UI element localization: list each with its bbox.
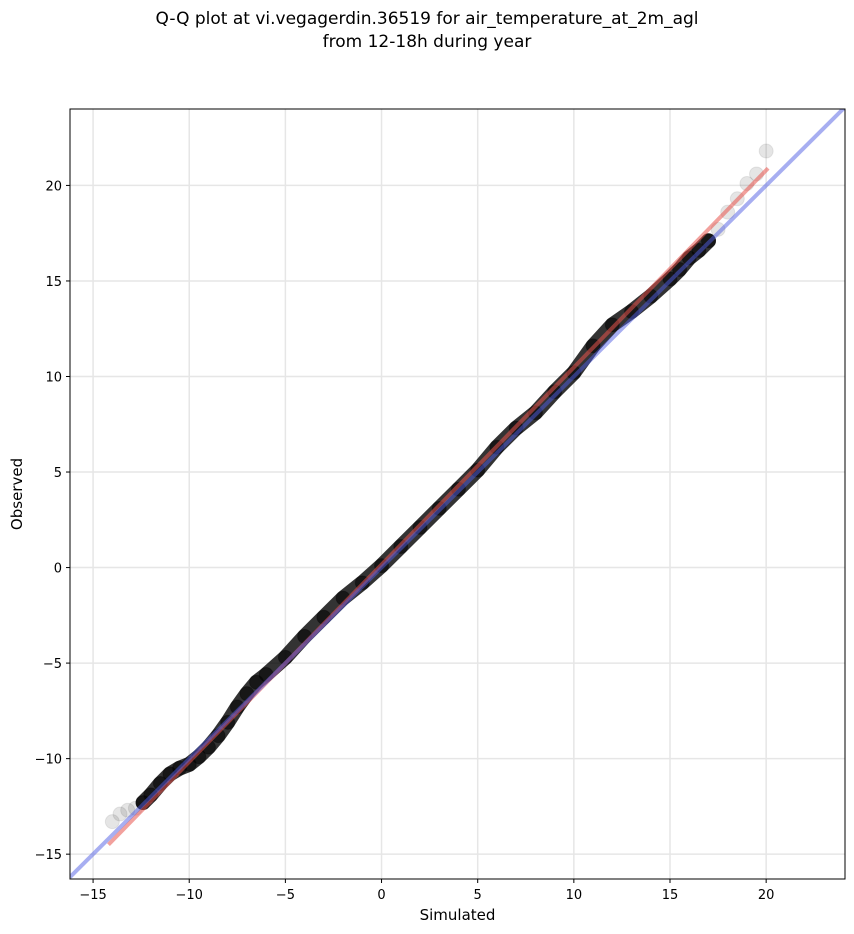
x-tick-label: −15: [79, 888, 106, 903]
y-tick-label: −10: [35, 753, 62, 768]
y-tick-label: −15: [35, 848, 62, 863]
x-tick-label: −10: [176, 888, 203, 903]
quantile-point: [112, 806, 128, 822]
identity-line: [70, 109, 845, 879]
y-tick-label: 5: [54, 466, 62, 481]
x-tick-label: 10: [566, 888, 583, 903]
x-tick-label: −5: [276, 888, 295, 903]
y-tick-label: 0: [54, 562, 62, 577]
quantile-point: [758, 143, 774, 159]
y-tick-label: 10: [45, 370, 62, 385]
x-tick-label: 5: [474, 888, 482, 903]
y-tick-label: 15: [45, 275, 62, 290]
y-tick-label: 20: [45, 179, 62, 194]
x-tick-label: 0: [377, 888, 385, 903]
x-tick-label: 20: [758, 888, 775, 903]
chart-title-line-1: Q-Q plot at vi.vegagerdin.36519 for air_…: [155, 9, 699, 29]
quantile-point: [104, 814, 120, 830]
quantile-points: [104, 143, 774, 830]
chart-title-line-2: from 12-18h during year: [322, 32, 532, 52]
y-axis-label: Observed: [8, 458, 26, 530]
x-axis-label: Simulated: [420, 906, 496, 924]
axis-ticks: −15 −10 −5 0 5 10 15 20 −15 −10 −5 0 5 10 15 20: [35, 179, 775, 903]
y-tick-label: −5: [43, 657, 62, 672]
reference-lines: [70, 109, 845, 879]
x-tick-label: 15: [662, 888, 679, 903]
plot-frame: [69, 108, 846, 880]
